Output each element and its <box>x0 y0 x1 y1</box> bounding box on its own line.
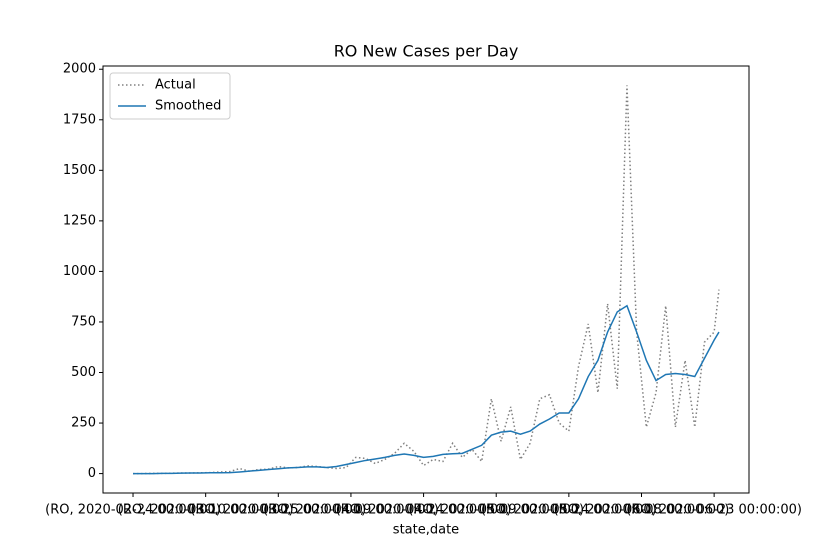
x-axis-label: state,date <box>393 523 459 538</box>
y-tick-label: 1500 <box>63 163 96 178</box>
x-tick-label: (RO, 2020-02-24 00:00:00) <box>45 503 221 518</box>
x-tick-label: (RO, 2020-04-24 00:00:00) <box>336 503 512 518</box>
y-tick-label: 1250 <box>63 213 96 228</box>
y-tick-label: 1750 <box>63 112 96 127</box>
x-tick-label: (RO, 2020-04-09 00:00:00) <box>263 503 439 518</box>
x-tick-label: (RO, 2020-06-23 00:00:00) <box>626 503 802 518</box>
y-tick-label: 750 <box>71 314 96 329</box>
line-series <box>133 304 720 475</box>
chart-title: RO New Cases per Day <box>334 42 519 61</box>
line-series <box>133 85 720 475</box>
x-tick-label: (RO, 2020-05-24 00:00:00) <box>481 503 657 518</box>
y-tick-label: 250 <box>71 416 96 431</box>
y-tick-label: 1000 <box>63 264 96 279</box>
x-tick-label: (RO, 2020-06-08 00:00:00) <box>554 503 730 518</box>
legend-label: Actual <box>155 78 196 93</box>
y-tick-label: 500 <box>71 365 96 380</box>
x-tick-label: (RO, 2020-03-10 00:00:00) <box>118 503 294 518</box>
y-tick-label: 0 <box>88 466 96 481</box>
y-tick-label: 2000 <box>63 62 96 77</box>
x-tick-label: (RO, 2020-03-25 00:00:00) <box>190 503 366 518</box>
x-tick-label: (RO, 2020-05-09 00:00:00) <box>408 503 584 518</box>
legend-label: Smoothed <box>155 99 221 114</box>
legend-box <box>109 72 231 120</box>
plot-frame <box>102 65 750 494</box>
